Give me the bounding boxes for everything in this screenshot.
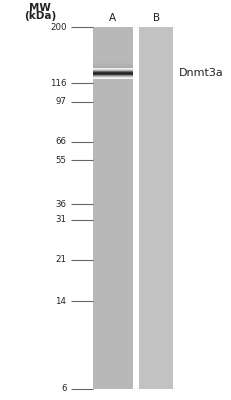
Text: 97: 97: [55, 97, 66, 106]
Text: B: B: [152, 12, 159, 22]
Text: 36: 36: [55, 200, 66, 208]
Text: 55: 55: [55, 156, 66, 165]
Text: 14: 14: [55, 297, 66, 306]
Text: 31: 31: [55, 215, 66, 224]
Text: 116: 116: [50, 79, 66, 88]
Text: MW: MW: [29, 2, 51, 12]
Text: 6: 6: [61, 384, 66, 393]
Text: 200: 200: [50, 23, 66, 32]
Text: Dnmt3a: Dnmt3a: [179, 68, 223, 78]
Text: 21: 21: [55, 255, 66, 264]
Text: 66: 66: [55, 137, 66, 146]
Bar: [132, 27, 139, 389]
Text: (kDa): (kDa): [24, 11, 56, 21]
Text: A: A: [109, 12, 116, 22]
Bar: [93, 27, 132, 389]
Bar: [139, 27, 172, 389]
